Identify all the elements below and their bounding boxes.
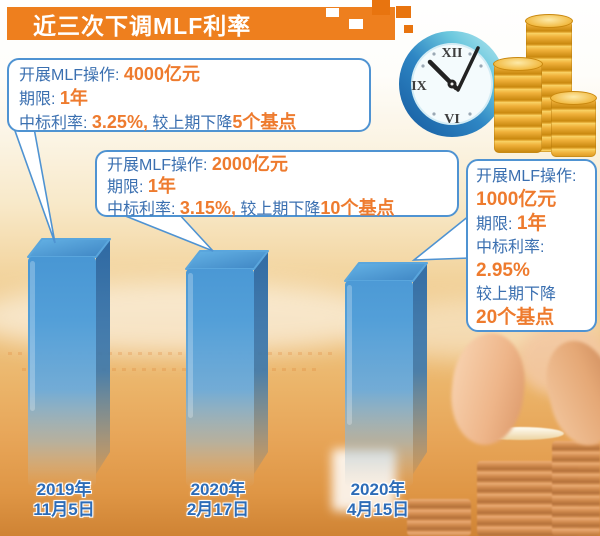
bar-2019-11-05 (27, 238, 111, 486)
coin-top (493, 57, 543, 71)
cut-label: 较上期下降 (152, 115, 233, 132)
callout-tail-third (411, 213, 471, 261)
pixel-decoration (396, 6, 411, 18)
page-title: 近三次下调MLF利率 (33, 12, 252, 39)
rate-value: 3.15%, (179, 198, 236, 218)
term-line: 期限: 1年 (107, 176, 447, 198)
term-label: 期限: (107, 179, 144, 196)
coin-top (525, 14, 573, 28)
axis-label-date-1: 2019年 11月5日 (0, 480, 129, 520)
coin-stack-photo (552, 441, 600, 536)
operation-line: 开展MLF操作: 4000亿元 (19, 63, 359, 87)
rate-line: 中标利率: 3.15%, 较上期下降10个基点 (107, 198, 447, 220)
operation-line: 开展MLF操作: 2000亿元 (107, 154, 447, 176)
date-day: 11月5日 (33, 500, 95, 519)
rate-label: 中标利率: (476, 239, 545, 256)
term-label: 期限: (19, 91, 56, 108)
rate-value: 2.95% (476, 260, 530, 281)
clock-numeral-vi: VI (444, 112, 460, 127)
term-value: 1年 (516, 213, 547, 234)
cut-value-line: 20个基点 (476, 306, 587, 330)
cut-label: 较上期下降 (240, 201, 321, 218)
op-label: 开展MLF操作: (107, 157, 208, 174)
pixel-decoration (349, 19, 363, 29)
operation-line: 开展MLF操作: (476, 165, 587, 188)
rate-label: 中标利率: (107, 201, 176, 218)
clock-numeral-ix: IX (411, 79, 427, 94)
term-line: 期限: 1年 (476, 212, 587, 236)
term-label: 期限: (476, 216, 513, 233)
pixel-decoration (372, 0, 390, 15)
coin-stack-photo (407, 499, 471, 536)
date-year: 2020年 (350, 480, 406, 499)
date-year: 2020年 (190, 480, 246, 499)
term-line: 期限: 1年 (19, 87, 359, 111)
cut-line: 较上期下降 (476, 283, 587, 306)
bar-2020-02-17 (185, 250, 269, 486)
header-bar: 近三次下调MLF利率 (7, 7, 395, 40)
cut-value: 5个基点 (232, 112, 297, 132)
op-value: 4000亿元 (123, 64, 200, 84)
axis-label-date-3: 2020年 4月15日 (313, 480, 443, 520)
dotted-decoration (8, 352, 338, 355)
clock-numeral-xii: XII (441, 46, 462, 61)
rate-label: 中标利率: (19, 115, 88, 132)
rate-value-line: 2.95% (476, 259, 587, 283)
date-year: 2019年 (36, 480, 92, 499)
date-day: 4月15日 (346, 500, 410, 519)
rate-value: 3.25%, (91, 112, 148, 132)
callout-2020-04-15: 开展MLF操作: 1000亿元 期限: 1年 中标利率: 2.95% 较上期下降… (466, 159, 597, 332)
op-label: 开展MLF操作: (19, 67, 120, 84)
bar-2020-04-15 (344, 262, 428, 486)
date-day: 2月17日 (186, 500, 250, 519)
callout-2020-02-17: 开展MLF操作: 2000亿元 期限: 1年 中标利率: 3.15%, 较上期下… (95, 150, 459, 220)
op-value: 2000亿元 (211, 154, 288, 174)
callout-tail-first (12, 127, 56, 244)
gold-coins-icon (493, 57, 543, 153)
rate-line: 中标利率: (476, 236, 587, 259)
pixel-decoration (326, 8, 339, 17)
clock-icon: XII IX VI (399, 31, 505, 137)
gold-coins-icon (550, 91, 597, 157)
dotted-decoration (22, 368, 322, 371)
operation-value-line: 1000亿元 (476, 188, 587, 212)
cut-value: 20个基点 (476, 307, 555, 328)
op-label: 开展MLF操作: (476, 168, 577, 185)
term-value: 1年 (59, 88, 88, 108)
coin-top (550, 91, 597, 105)
cut-label: 较上期下降 (476, 286, 557, 303)
clock-minute-dots (421, 52, 483, 116)
callout-2019-11-05: 开展MLF操作: 4000亿元 期限: 1年 中标利率: 3.25%, 较上期下… (7, 58, 371, 132)
cut-value: 10个基点 (320, 198, 395, 218)
op-value: 1000亿元 (476, 189, 557, 210)
term-value: 1年 (147, 176, 176, 196)
pixel-decoration (404, 25, 413, 33)
rate-line: 中标利率: 3.25%, 较上期下降5个基点 (19, 111, 359, 135)
axis-label-date-2: 2020年 2月17日 (153, 480, 283, 520)
